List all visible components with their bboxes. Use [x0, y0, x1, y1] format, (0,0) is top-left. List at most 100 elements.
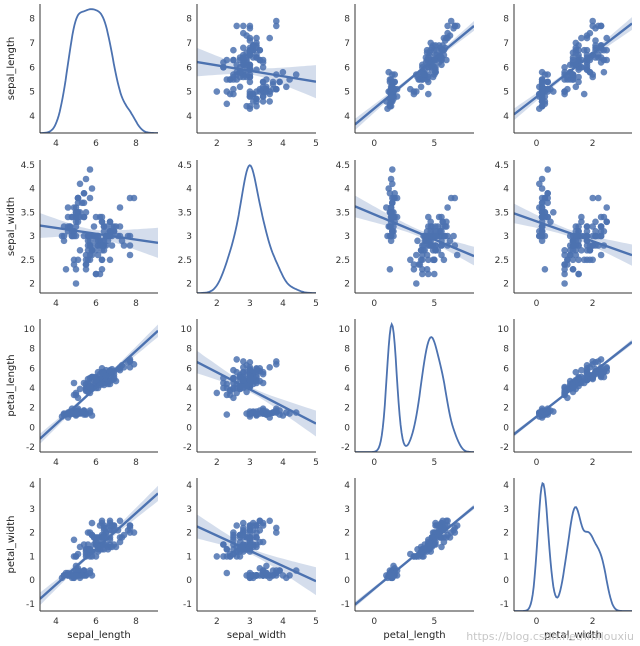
y-tick-label: -2	[183, 443, 192, 453]
y-tick-label: 4	[503, 185, 509, 195]
scatter-point	[68, 232, 76, 240]
panel-sepal_length-vs-petal_width: 4 5 6 7 8 0 2	[503, 4, 632, 149]
y-tick-label: 2	[344, 404, 350, 414]
scatter-point	[410, 261, 418, 268]
y-tick-label: 2	[344, 529, 350, 539]
x-tick-label: 0	[371, 299, 377, 309]
scatter-point	[561, 270, 568, 278]
y-tick-label: 3.5	[178, 208, 192, 218]
y-tick-label: 3	[186, 505, 192, 515]
scatter-point	[116, 223, 124, 230]
scatter-point	[82, 261, 90, 268]
scatter-point	[256, 517, 264, 525]
scatter-point	[597, 22, 605, 30]
scatter-point	[583, 66, 591, 73]
y-tick-label: 6	[344, 63, 350, 73]
scatter-point	[230, 85, 237, 93]
scatter-point	[96, 213, 104, 221]
scatter-point	[126, 364, 134, 371]
scatter-point	[387, 232, 395, 240]
scatter-point	[259, 522, 267, 529]
regression-line	[514, 212, 632, 257]
x-tick-label: 0	[534, 617, 540, 627]
scatter-point	[240, 358, 247, 365]
scatter-point	[564, 394, 571, 402]
scatter-point	[444, 22, 451, 30]
scatter-point	[72, 266, 80, 273]
y-tick-label: 2	[503, 529, 509, 539]
y-tick-label: 6	[186, 63, 192, 73]
y-axis-label: sepal_length	[6, 37, 17, 101]
y-tick-label: 4	[186, 185, 192, 195]
scatter-point	[116, 204, 124, 211]
y-tick-label: 5	[29, 88, 35, 98]
scatter-point	[387, 175, 395, 183]
scatter-point	[223, 380, 231, 388]
x-tick-label: 2	[214, 139, 220, 149]
y-tick-label: 2.5	[21, 256, 35, 266]
scatter-point	[453, 522, 461, 529]
scatter-point	[246, 373, 254, 381]
scatter-point	[246, 529, 254, 536]
scatter-point	[425, 256, 432, 264]
scatter-point	[561, 247, 568, 254]
scatter-point	[417, 83, 425, 91]
scatter-point	[600, 68, 608, 76]
scatter-point	[86, 166, 94, 173]
scatter-point	[292, 71, 300, 78]
scatter-point	[439, 218, 447, 226]
scatter-point	[597, 370, 605, 378]
x-tick-label: 4	[53, 299, 59, 309]
scatter-point	[589, 22, 596, 30]
scatter-point	[538, 102, 546, 110]
scatter-point	[592, 218, 599, 226]
y-tick-label: 6	[29, 364, 35, 374]
scatter-point	[236, 531, 244, 539]
scatter-point	[413, 251, 420, 259]
scatter-point	[106, 218, 114, 226]
scatter-point	[603, 204, 610, 211]
x-tick-label: 4	[53, 617, 59, 627]
scatter-point	[541, 71, 549, 78]
scatter-point	[438, 228, 445, 235]
scatter-point	[70, 379, 78, 387]
scatter-point	[223, 553, 231, 560]
scatter-point	[72, 218, 80, 226]
y-tick-label: 4.5	[495, 161, 509, 171]
panel-sepal_length-vs-sepal_length: 4 5 6 7 8 4 6 8 sepal_length	[6, 4, 158, 149]
y-tick-label: 0	[344, 576, 350, 586]
scatter-point	[223, 88, 231, 95]
scatter-point	[389, 166, 396, 173]
scatter-point	[578, 366, 585, 374]
scatter-point	[575, 46, 582, 54]
scatter-point	[106, 541, 114, 548]
scatter-point	[580, 90, 588, 98]
scatter-point	[259, 64, 267, 71]
scatter-point	[420, 242, 427, 249]
x-tick-label: 5	[313, 299, 319, 309]
scatter-point	[435, 59, 443, 66]
x-tick-label: 5	[431, 299, 437, 309]
regression-line	[40, 492, 158, 600]
scatter-point	[246, 410, 254, 417]
scatter-point	[78, 572, 86, 579]
scatter-point	[425, 90, 432, 98]
scatter-point	[440, 34, 448, 42]
scatter-point	[413, 280, 420, 287]
x-tick-label: 3	[247, 458, 253, 468]
scatter-point	[538, 76, 546, 83]
scatter-point	[575, 73, 582, 81]
y-tick-label: 4	[344, 185, 350, 195]
y-tick-label: 3.5	[21, 208, 35, 218]
scatter-point	[438, 543, 445, 551]
scatter-point	[575, 78, 582, 86]
panel-petal_width-vs-petal_width: -1 0 1 2 3 4 0 2 petal_width	[500, 478, 632, 641]
scatter-point	[220, 541, 227, 548]
scatter-point	[572, 251, 580, 259]
scatter-point	[90, 534, 98, 541]
y-tick-label: 8	[503, 345, 509, 355]
panel-petal_length-vs-sepal_width: -2 0 2 4 6 8 10 2 3 4 5	[181, 319, 319, 468]
y-tick-label: 4	[29, 384, 35, 394]
y-tick-label: -2	[500, 443, 509, 453]
x-tick-label: 3	[247, 617, 253, 627]
